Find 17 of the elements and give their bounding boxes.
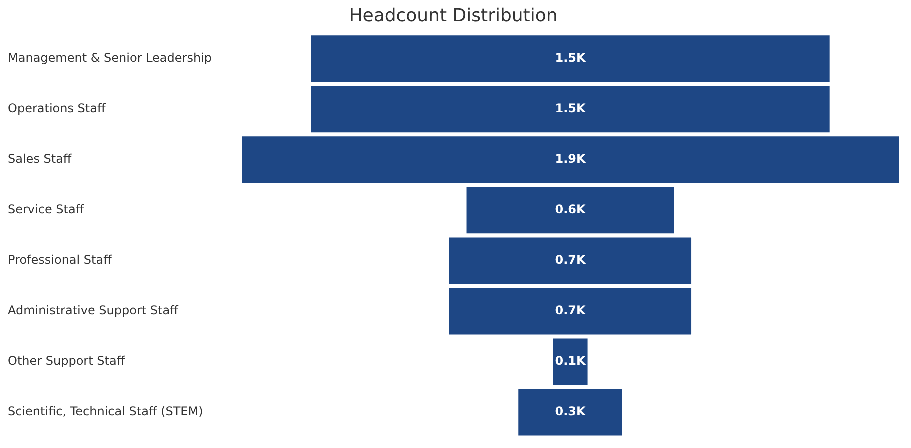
data-label: 0.3K: [555, 404, 586, 419]
text: Headcount Distribution: [349, 5, 558, 26]
data-label: 0.7K: [555, 253, 586, 268]
category-label: Scientific, Technical Staff (STEM): [8, 404, 204, 419]
data-label: 1.5K: [555, 50, 586, 65]
category-label: Professional Staff: [8, 253, 113, 268]
category-label: Operations Staff: [8, 102, 106, 116]
category-label: Management & Senior Leadership: [8, 50, 212, 65]
category-label: Sales Staff: [8, 152, 72, 166]
category-label: Service Staff: [8, 202, 85, 217]
data-label: 1.9K: [555, 152, 586, 166]
data-label: 0.7K: [555, 304, 586, 318]
data-label: 0.6K: [555, 202, 586, 217]
data-label: 0.1K: [555, 354, 586, 368]
category-label: Other Support Staff: [8, 354, 126, 368]
category-label: Administrative Support Staff: [8, 304, 180, 318]
data-label: 1.5K: [555, 102, 586, 116]
